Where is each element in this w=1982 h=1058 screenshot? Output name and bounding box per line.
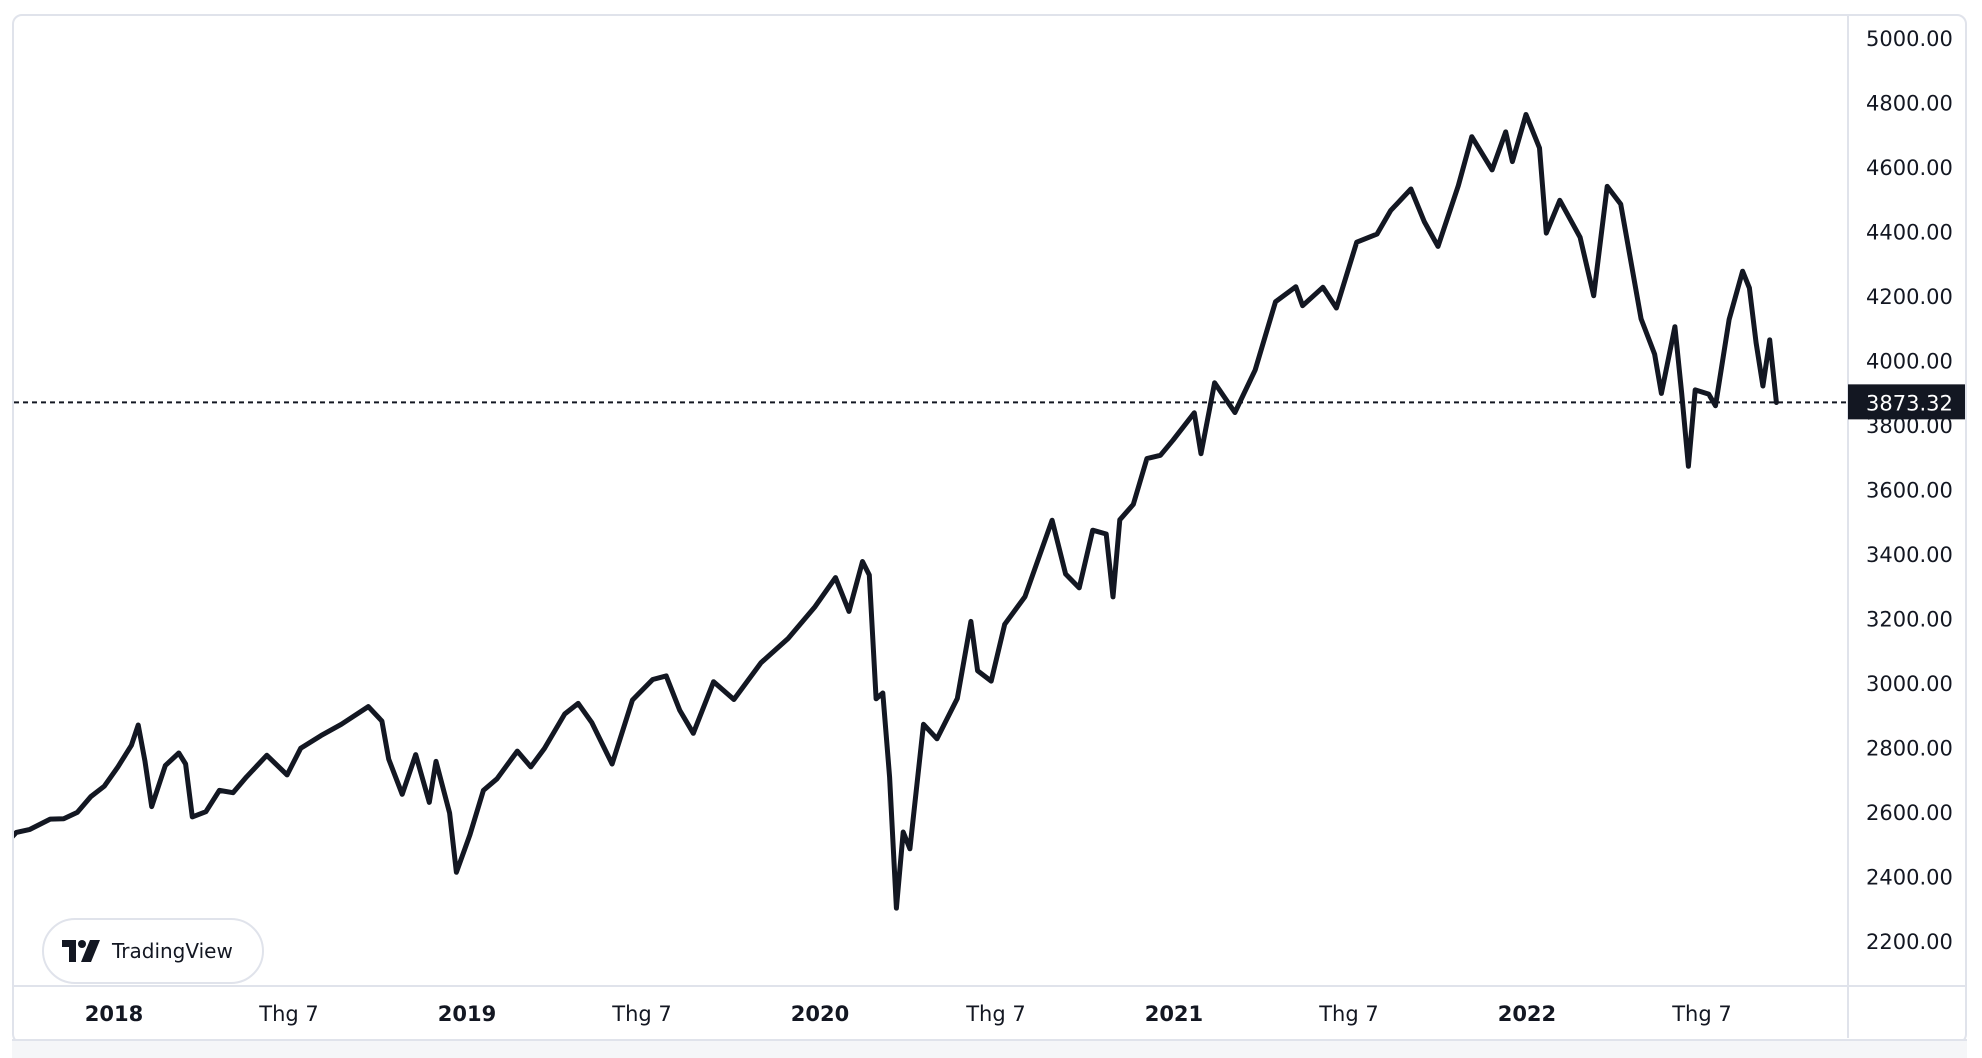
x-tick-label: Thg 7 — [258, 1002, 319, 1026]
tradingview-logo-text: TradingView — [112, 939, 233, 963]
x-tick-label: Thg 7 — [1671, 1002, 1732, 1026]
bottom-toolbar-strip — [12, 1039, 1967, 1058]
y-tick-label: 3400.00 — [1866, 543, 1953, 567]
last-price-label: 3873.32 — [1866, 391, 1953, 415]
y-tick-label: 4000.00 — [1866, 350, 1953, 374]
tradingview-logo[interactable]: TradingView — [42, 918, 264, 984]
price-line-series — [14, 112, 1779, 911]
x-tick-label: 2022 — [1498, 1002, 1556, 1026]
x-tick-label: Thg 7 — [611, 1002, 672, 1026]
y-tick-label: 5000.00 — [1866, 27, 1953, 51]
tradingview-logo-icon — [62, 940, 100, 962]
y-tick-label: 4400.00 — [1866, 221, 1953, 245]
x-tick-label: Thg 7 — [965, 1002, 1026, 1026]
x-tick-label: Thg 7 — [1318, 1002, 1379, 1026]
y-tick-label: 4200.00 — [1866, 285, 1953, 309]
y-tick-label: 2800.00 — [1866, 737, 1953, 761]
last-price-label-bg — [1848, 384, 1965, 420]
y-tick-label: 2200.00 — [1866, 930, 1953, 954]
x-tick-label: 2019 — [438, 1002, 496, 1026]
x-tick-label: 2020 — [791, 1002, 849, 1026]
x-tick-label: 2018 — [85, 1002, 143, 1026]
y-tick-label: 3000.00 — [1866, 672, 1953, 696]
x-tick-label: 2021 — [1145, 1002, 1203, 1026]
y-tick-label: 2600.00 — [1866, 801, 1953, 825]
y-tick-label: 2400.00 — [1866, 866, 1953, 890]
price-chart[interactable]: 5000.00 4800.00 4600.00 4400.00 4200.00 4000.… — [14, 16, 1967, 1044]
y-tick-label: 3600.00 — [1866, 479, 1953, 503]
y-tick-label: 3200.00 — [1866, 608, 1953, 632]
chart-container: 5000.00 4800.00 4600.00 4400.00 4200.00 4000.… — [12, 14, 1967, 1044]
y-tick-label: 4800.00 — [1866, 92, 1953, 116]
y-tick-label: 4600.00 — [1866, 156, 1953, 180]
